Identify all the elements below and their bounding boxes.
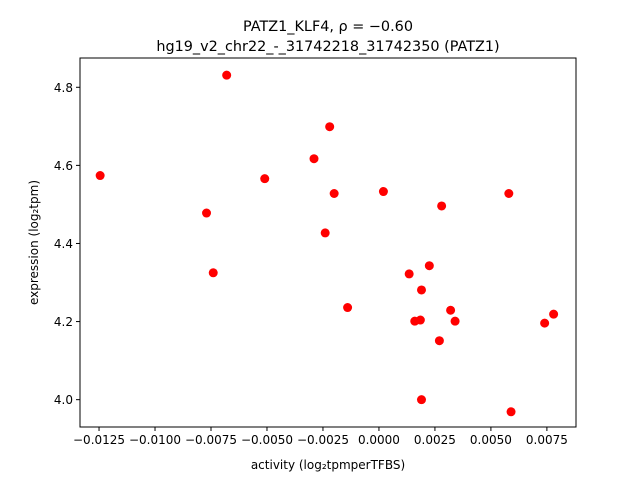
x-tick-label: −0.0075 xyxy=(185,433,237,447)
x-tick-label: −0.0050 xyxy=(241,433,293,447)
x-tick-label: −0.0025 xyxy=(297,433,349,447)
y-tick-label: 4.2 xyxy=(54,315,73,329)
data-point xyxy=(260,174,270,184)
data-point xyxy=(504,189,514,198)
y-axis-ticks: 4.0 4.2 4.4 4.6 4.8 xyxy=(54,81,80,407)
data-point xyxy=(95,171,105,181)
data-point xyxy=(540,318,550,328)
data-point xyxy=(424,261,434,271)
data-point xyxy=(416,395,426,405)
data-point xyxy=(437,201,447,211)
data-point xyxy=(404,269,414,279)
chart-title-line2: hg19_v2_chr22_-_31742218_31742350 (PATZ1… xyxy=(156,39,499,55)
x-axis-ticks: −0.0125 −0.0100 −0.0075 −0.0050 −0.0025 0.000… xyxy=(73,427,568,447)
data-point xyxy=(446,305,456,315)
data-point xyxy=(202,208,212,218)
chart-title-line1: PATZ1_KLF4, ρ = −0.60 xyxy=(243,19,413,35)
data-point xyxy=(434,336,444,346)
y-tick-label: 4.0 xyxy=(54,393,73,407)
plot-area-frame xyxy=(79,57,577,428)
x-tick-label: 0.0000 xyxy=(358,433,400,447)
data-point xyxy=(329,189,339,198)
data-point xyxy=(325,122,335,132)
data-point xyxy=(222,70,232,80)
data-point xyxy=(309,154,319,164)
y-axis-label: expression (log₂tpm) xyxy=(27,180,41,305)
x-tick-label: −0.0100 xyxy=(129,433,181,447)
x-tick-label: 0.0025 xyxy=(414,433,456,447)
data-point xyxy=(549,309,559,319)
data-point xyxy=(450,316,460,326)
y-tick-label: 4.8 xyxy=(54,81,73,95)
data-point xyxy=(416,285,426,295)
data-point xyxy=(378,187,388,197)
data-point xyxy=(506,407,516,417)
data-point xyxy=(208,268,218,278)
data-point xyxy=(343,303,353,313)
data-point xyxy=(415,315,425,325)
data-points xyxy=(95,70,559,417)
y-tick-label: 4.4 xyxy=(54,237,73,251)
y-tick-label: 4.6 xyxy=(54,159,73,173)
data-point xyxy=(320,228,330,238)
x-tick-label: 0.0050 xyxy=(470,433,512,447)
x-tick-label: 0.0075 xyxy=(526,433,568,447)
x-axis-label: activity (log₂tpmperTFBS) xyxy=(251,458,405,472)
x-tick-label: −0.0125 xyxy=(73,433,125,447)
